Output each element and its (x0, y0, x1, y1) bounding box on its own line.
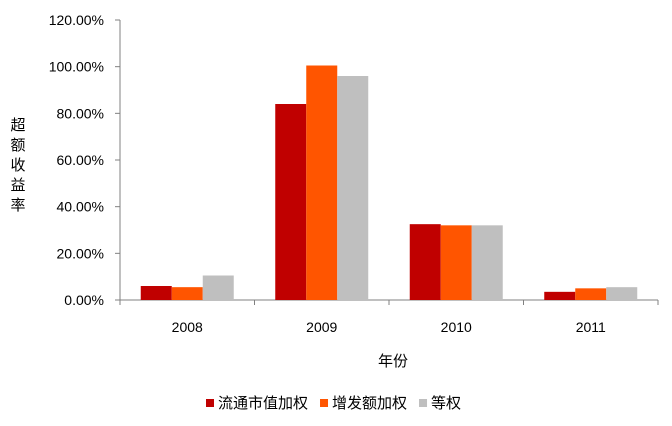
bar (306, 65, 338, 300)
y-tick-label: 0.00% (64, 292, 104, 308)
y-tick-label: 100.00% (49, 59, 104, 75)
bar (171, 287, 203, 300)
legend-label: 增发额加权 (332, 394, 407, 412)
bar (337, 76, 369, 300)
x-tick-label: 2011 (576, 319, 606, 335)
x-tick-label: 2009 (306, 319, 337, 335)
legend-swatch (419, 399, 428, 407)
y-axis-title: 超额收益率 (10, 116, 25, 214)
y-tick-label: 20.00% (57, 245, 104, 261)
y-tick-label: 40.00% (57, 199, 104, 215)
legend-swatch (320, 399, 329, 407)
bars (140, 65, 638, 300)
bar (275, 104, 307, 300)
x-axis: 2008 2009 2010 2011 (119, 299, 659, 335)
y-tick-label: 80.00% (57, 105, 104, 121)
y-tick-label: 60.00% (57, 152, 104, 168)
legend-item: 增发额加权 (320, 394, 407, 412)
bar (471, 225, 503, 300)
legend-item: 等权 (419, 394, 461, 412)
bar (606, 287, 638, 300)
legend-label: 等权 (431, 394, 461, 412)
legend: 流通市值加权 增发额加权 等权 (206, 394, 461, 412)
legend-swatch (206, 399, 214, 407)
y-tick-label: 120.00% (49, 12, 104, 28)
bar (544, 291, 576, 300)
bar (575, 288, 607, 300)
x-axis-title: 年份 (378, 352, 408, 370)
bar (440, 225, 472, 300)
bar (409, 224, 441, 300)
x-tick-label: 2010 (441, 319, 472, 335)
bar (140, 286, 172, 300)
bar (202, 275, 234, 300)
y-axis: 0.00% 20.00% 40.00% 60.00% 80.00% 100.00% 120.… (49, 12, 121, 308)
legend-label: 流通市值加权 (218, 394, 308, 412)
legend-item: 流通市值加权 (206, 394, 308, 412)
x-tick-label: 2008 (172, 319, 203, 335)
